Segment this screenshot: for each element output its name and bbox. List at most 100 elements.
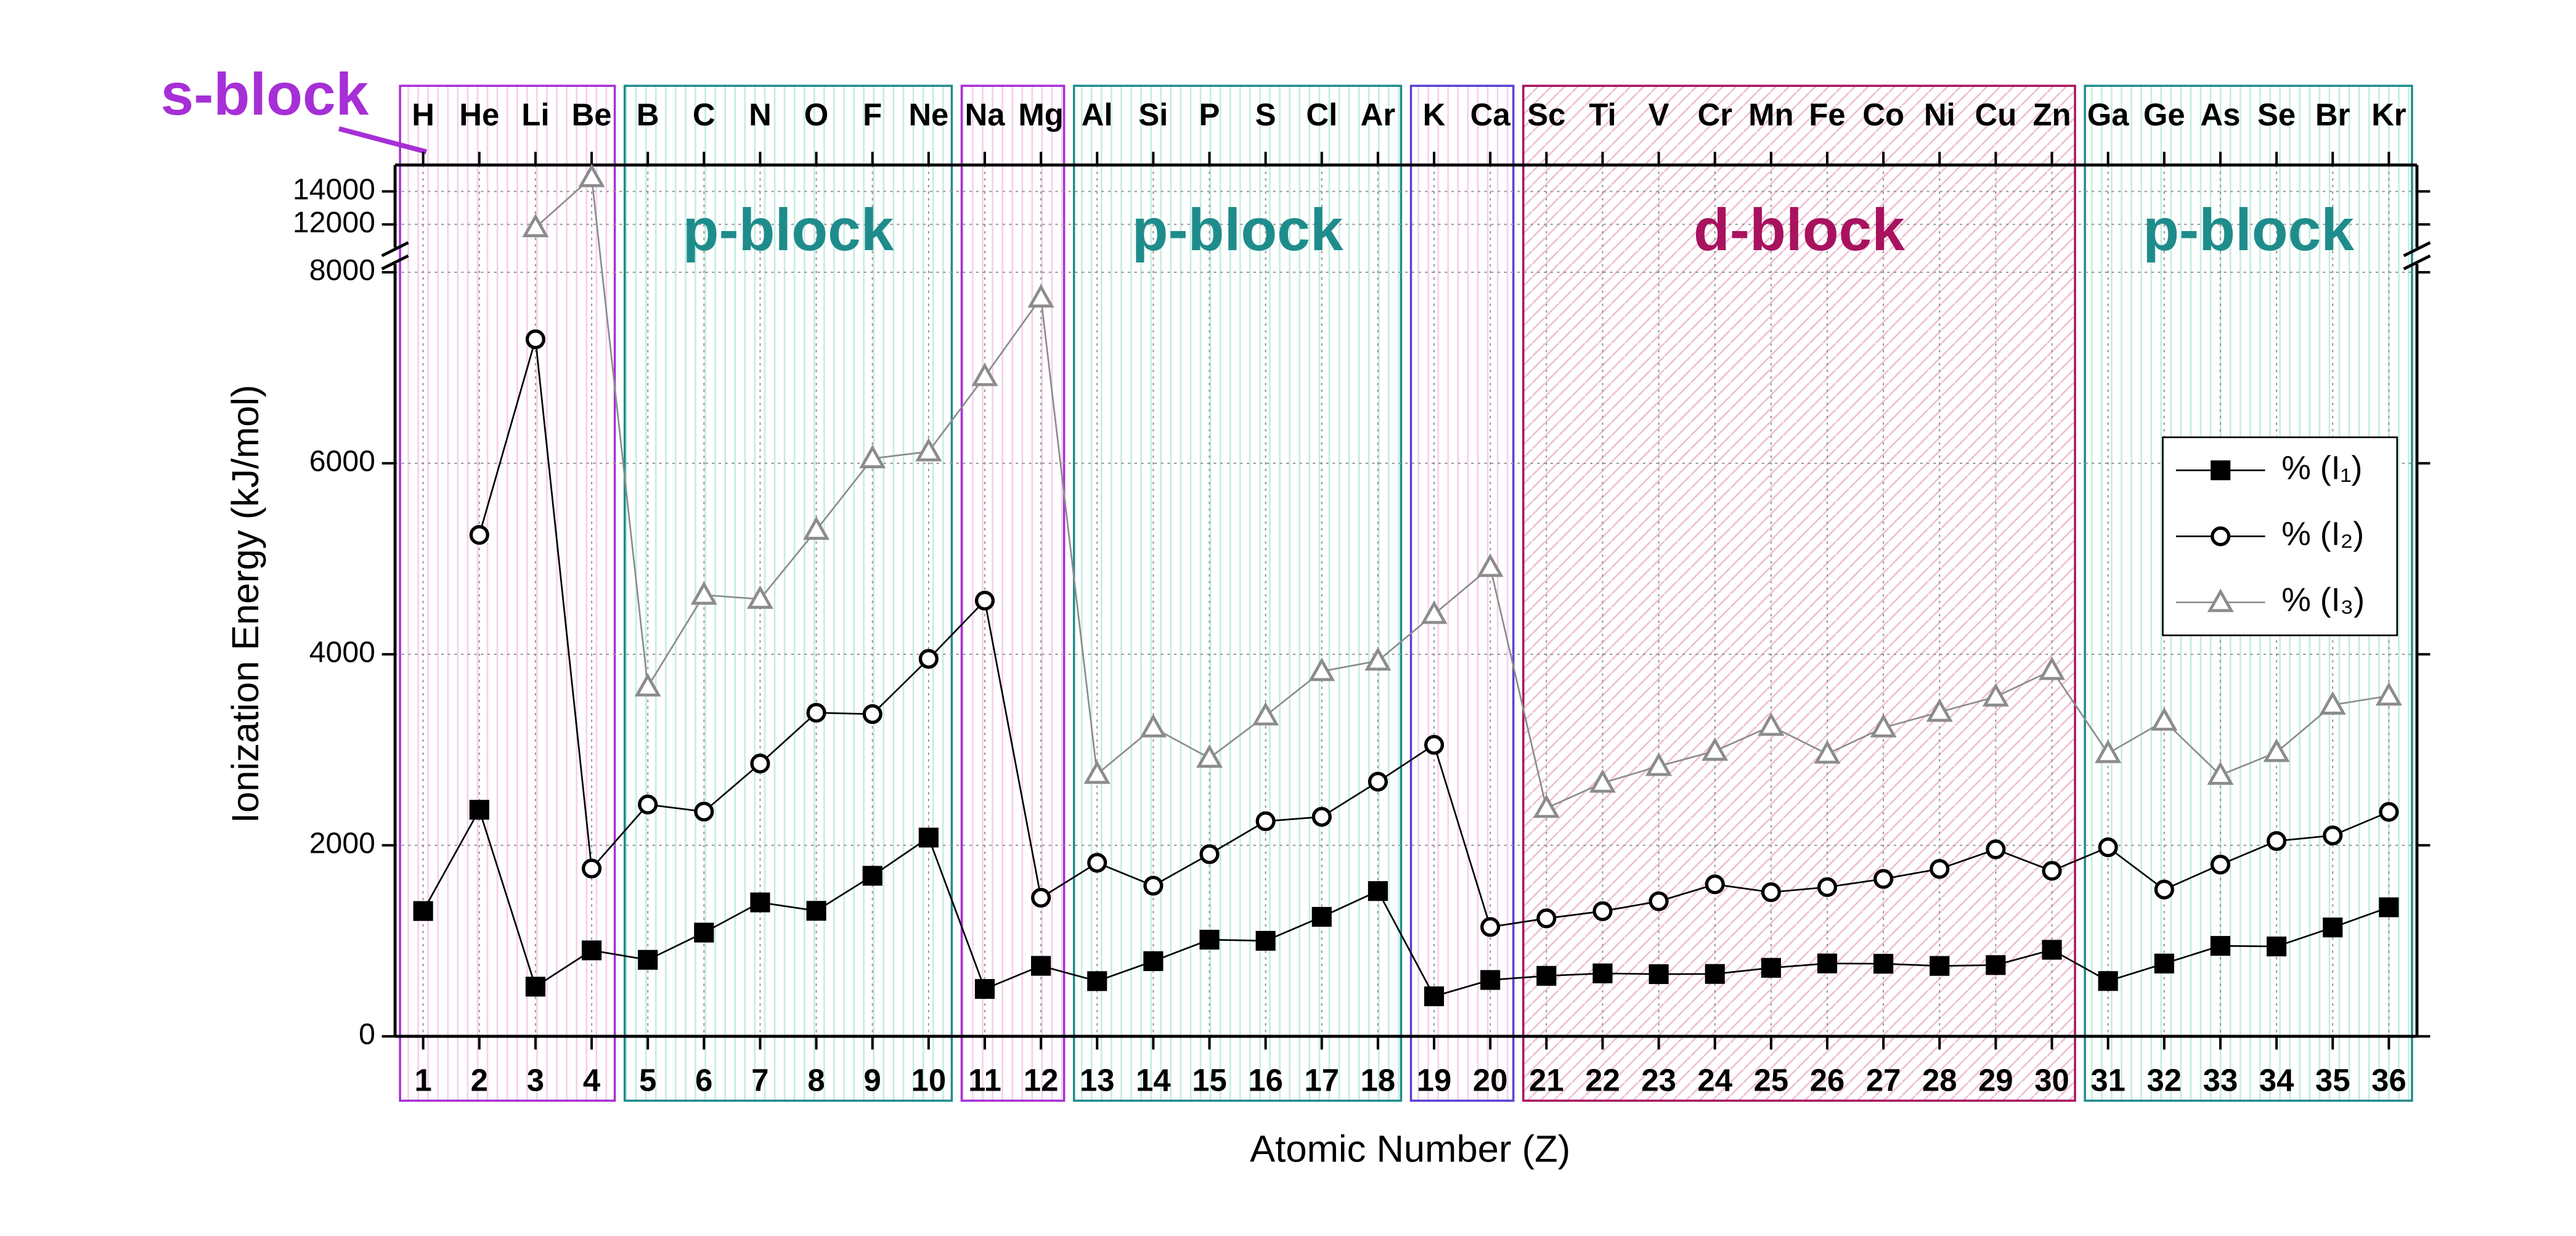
data-point [1139,714,1167,738]
x-tick-label: 20 [1473,1062,1508,1097]
data-point [1761,957,1781,978]
element-symbol: B [637,97,659,132]
data-point [1705,874,1725,895]
y-tick-label: 12000 [293,206,375,239]
data-point [1873,954,1894,974]
element-symbol: Kr [2371,97,2407,132]
data-point [1364,647,1392,671]
data-point [1649,964,1669,985]
data-point [2323,917,2343,938]
element-symbol: Ga [2087,97,2130,132]
data-point [1367,771,1388,792]
x-tick-label: 2 [471,1062,488,1097]
element-symbol: O [804,97,829,132]
x-tick-label: 14 [1136,1062,1171,1097]
block-label: d-block [1694,197,1905,263]
data-point [1986,955,2006,975]
data-point [1087,853,1107,873]
data-point [1705,964,1725,984]
y-tick-label: 0 [359,1018,375,1051]
data-point [1031,956,1051,976]
data-point [638,949,658,970]
data-point [1420,600,1448,624]
x-tick-label: 30 [2034,1062,2069,1097]
foreground-layer: s-block p-block p-block d-block p-block 1 H 2 He… [161,62,2431,1097]
data-point [1592,963,1613,983]
element-symbol: H [412,97,434,132]
data-point [1143,876,1164,896]
data-point [2098,837,2118,858]
data-point [803,516,830,540]
data-point [694,802,714,822]
data-point [469,800,489,820]
data-point [1814,740,1841,764]
data-point [2319,691,2346,715]
data-point [2207,588,2234,612]
element-symbol: Na [964,97,1005,132]
data-point [918,649,939,669]
legend-label: % (I₂) [2281,516,2364,553]
block-region [960,84,1066,1102]
data-point [1255,811,1276,831]
data-point [1758,712,1785,736]
data-point [2042,940,2062,960]
data-point [862,866,882,886]
data-point [2379,802,2399,822]
data-point [1477,553,1504,577]
data-point [2098,971,2118,991]
data-point [1480,970,1501,990]
data-point [2379,897,2399,917]
data-point [1533,794,1560,818]
data-point [581,940,602,961]
data-point [1702,737,1729,761]
data-point [1480,917,1501,937]
data-point [974,590,995,611]
element-symbol: Ge [2143,97,2185,132]
element-symbol: Be [572,97,612,132]
data-point [2211,526,2231,547]
data-point [1143,951,1164,972]
data-point [525,977,545,997]
data-point [1199,930,1220,950]
element-symbol: Mn [1748,97,1793,132]
data-point [1087,971,1107,991]
x-tick-label: 36 [2371,1062,2407,1097]
data-point [859,444,886,468]
element-symbol: As [2200,97,2240,132]
element-symbol: Al [1082,97,1113,132]
data-point [2042,861,2062,881]
element-symbol: Br [2315,97,2350,132]
element-symbol: Zn [2032,97,2071,132]
data-point [2267,937,2287,957]
x-tick-label: 12 [1024,1062,1059,1097]
data-point [2210,936,2231,956]
background-layer [395,84,2417,1102]
data-point [862,704,882,725]
data-point [1083,760,1111,784]
data-point [2267,831,2287,852]
x-tick-label: 23 [1641,1062,1676,1097]
block-label: p-block [683,197,894,263]
element-symbol: Ti [1589,97,1616,132]
data-point [974,978,995,999]
x-tick-label: 29 [1978,1062,2013,1097]
data-point [2323,825,2343,846]
data-point [1252,702,1279,726]
data-point [525,329,545,349]
x-axis-title: Atomic Number (Z) [1250,1128,1570,1171]
element-symbol: Sc [1527,97,1565,132]
data-point [1592,901,1613,921]
data-point [469,525,489,545]
data-point [1367,881,1388,901]
element-symbol: Cl [1306,97,1337,132]
data-point [918,827,939,848]
element-symbol: S [1255,97,1276,132]
block-region [399,84,616,1102]
x-tick-label: 31 [2090,1062,2126,1097]
series-line [535,176,2389,810]
element-symbol: P [1199,97,1220,132]
data-point [1873,869,1894,889]
data-point [2039,656,2066,680]
element-symbol: Li [521,97,549,132]
